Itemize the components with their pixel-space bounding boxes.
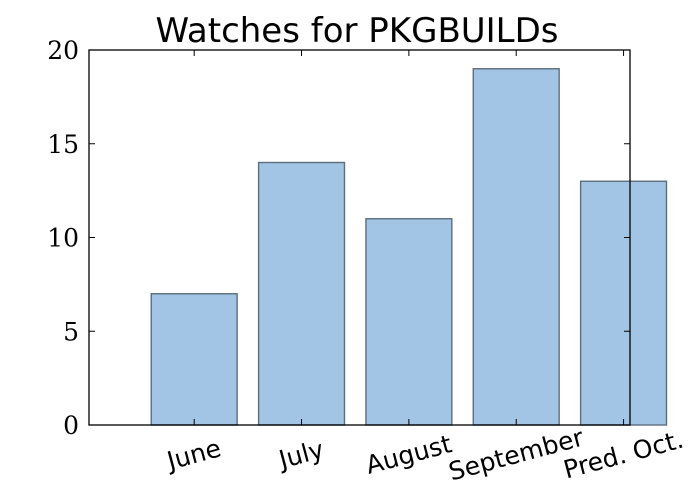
bar-pred-oct — [579, 180, 668, 426]
chart-title: Watches for PKGBUILDs — [155, 11, 558, 51]
bar-july — [257, 161, 346, 426]
y-tick-label: 0 — [63, 411, 79, 440]
y-tick-label: 5 — [63, 317, 79, 346]
bar-june — [150, 293, 238, 426]
y-tick-label: 15 — [47, 130, 79, 159]
bars-group — [150, 68, 668, 426]
plot-frame — [88, 49, 631, 426]
bar-september — [472, 68, 560, 426]
y-axis: 0 5 10 15 20 — [47, 36, 630, 440]
x-tick-label: August — [363, 429, 455, 480]
y-tick-label: 10 — [47, 224, 79, 253]
x-tick-label: July — [274, 435, 327, 475]
y-tick-label: 20 — [47, 36, 79, 65]
x-tick-label: June — [162, 433, 224, 476]
bar-august — [365, 218, 453, 426]
